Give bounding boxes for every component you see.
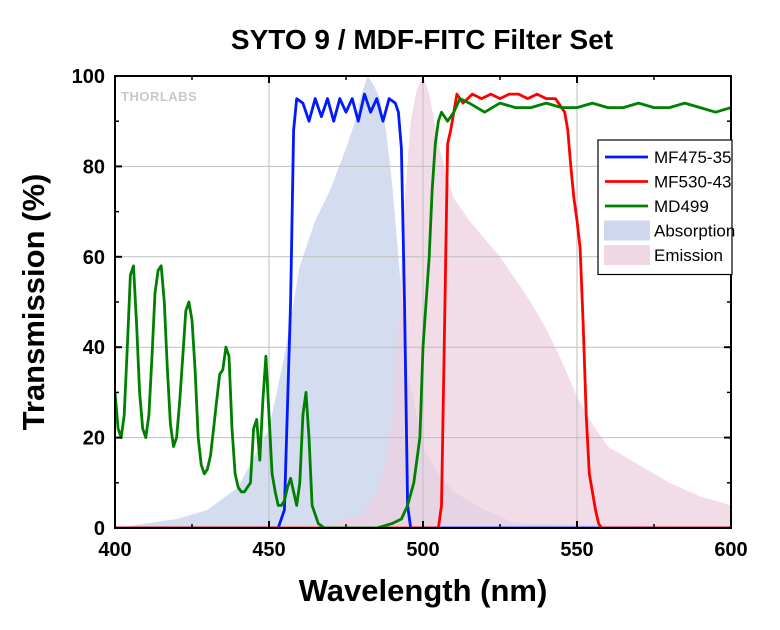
line-series-layer (115, 92, 731, 528)
line-mf475-35 (115, 92, 731, 528)
legend-label-mf530-43: MF530-43 (654, 173, 731, 192)
y-tick-label: 0 (94, 518, 105, 540)
y-tick-label: 80 (83, 156, 105, 178)
y-axis-label: Transmission (%) (16, 174, 51, 431)
y-tick-label: 40 (83, 337, 105, 359)
legend-label-md499: MD499 (654, 197, 709, 216)
legend-swatch-absorption (604, 220, 650, 241)
ticks: 400 450 500 550 600 0 20 40 60 80 100 (72, 66, 748, 561)
legend-swatch-emission (604, 245, 650, 265)
x-tick-label: 400 (98, 539, 131, 561)
legend: MF475-35 MF530-43 MD499 Absorption Emission (597, 139, 735, 276)
x-axis-label: Wavelength (nm) (299, 573, 548, 608)
legend-label-emission: Emission (654, 246, 723, 265)
line-mf530-43 (115, 92, 731, 528)
x-tick-label: 550 (560, 539, 593, 561)
legend-label-mf475-35: MF475-35 (654, 148, 731, 167)
y-tick-label: 20 (83, 428, 105, 450)
y-tick-label: 60 (83, 247, 105, 269)
line-md499 (115, 97, 731, 528)
x-tick-label: 500 (406, 539, 439, 561)
chart-title: SYTO 9 / MDF-FITC Filter Set (231, 24, 613, 55)
x-tick-label: 600 (714, 539, 747, 561)
legend-label-absorption: Absorption (654, 222, 735, 241)
watermark-logo: THORLABS (121, 89, 197, 104)
y-tick-label: 100 (72, 66, 105, 88)
x-tick-label: 450 (252, 539, 285, 561)
